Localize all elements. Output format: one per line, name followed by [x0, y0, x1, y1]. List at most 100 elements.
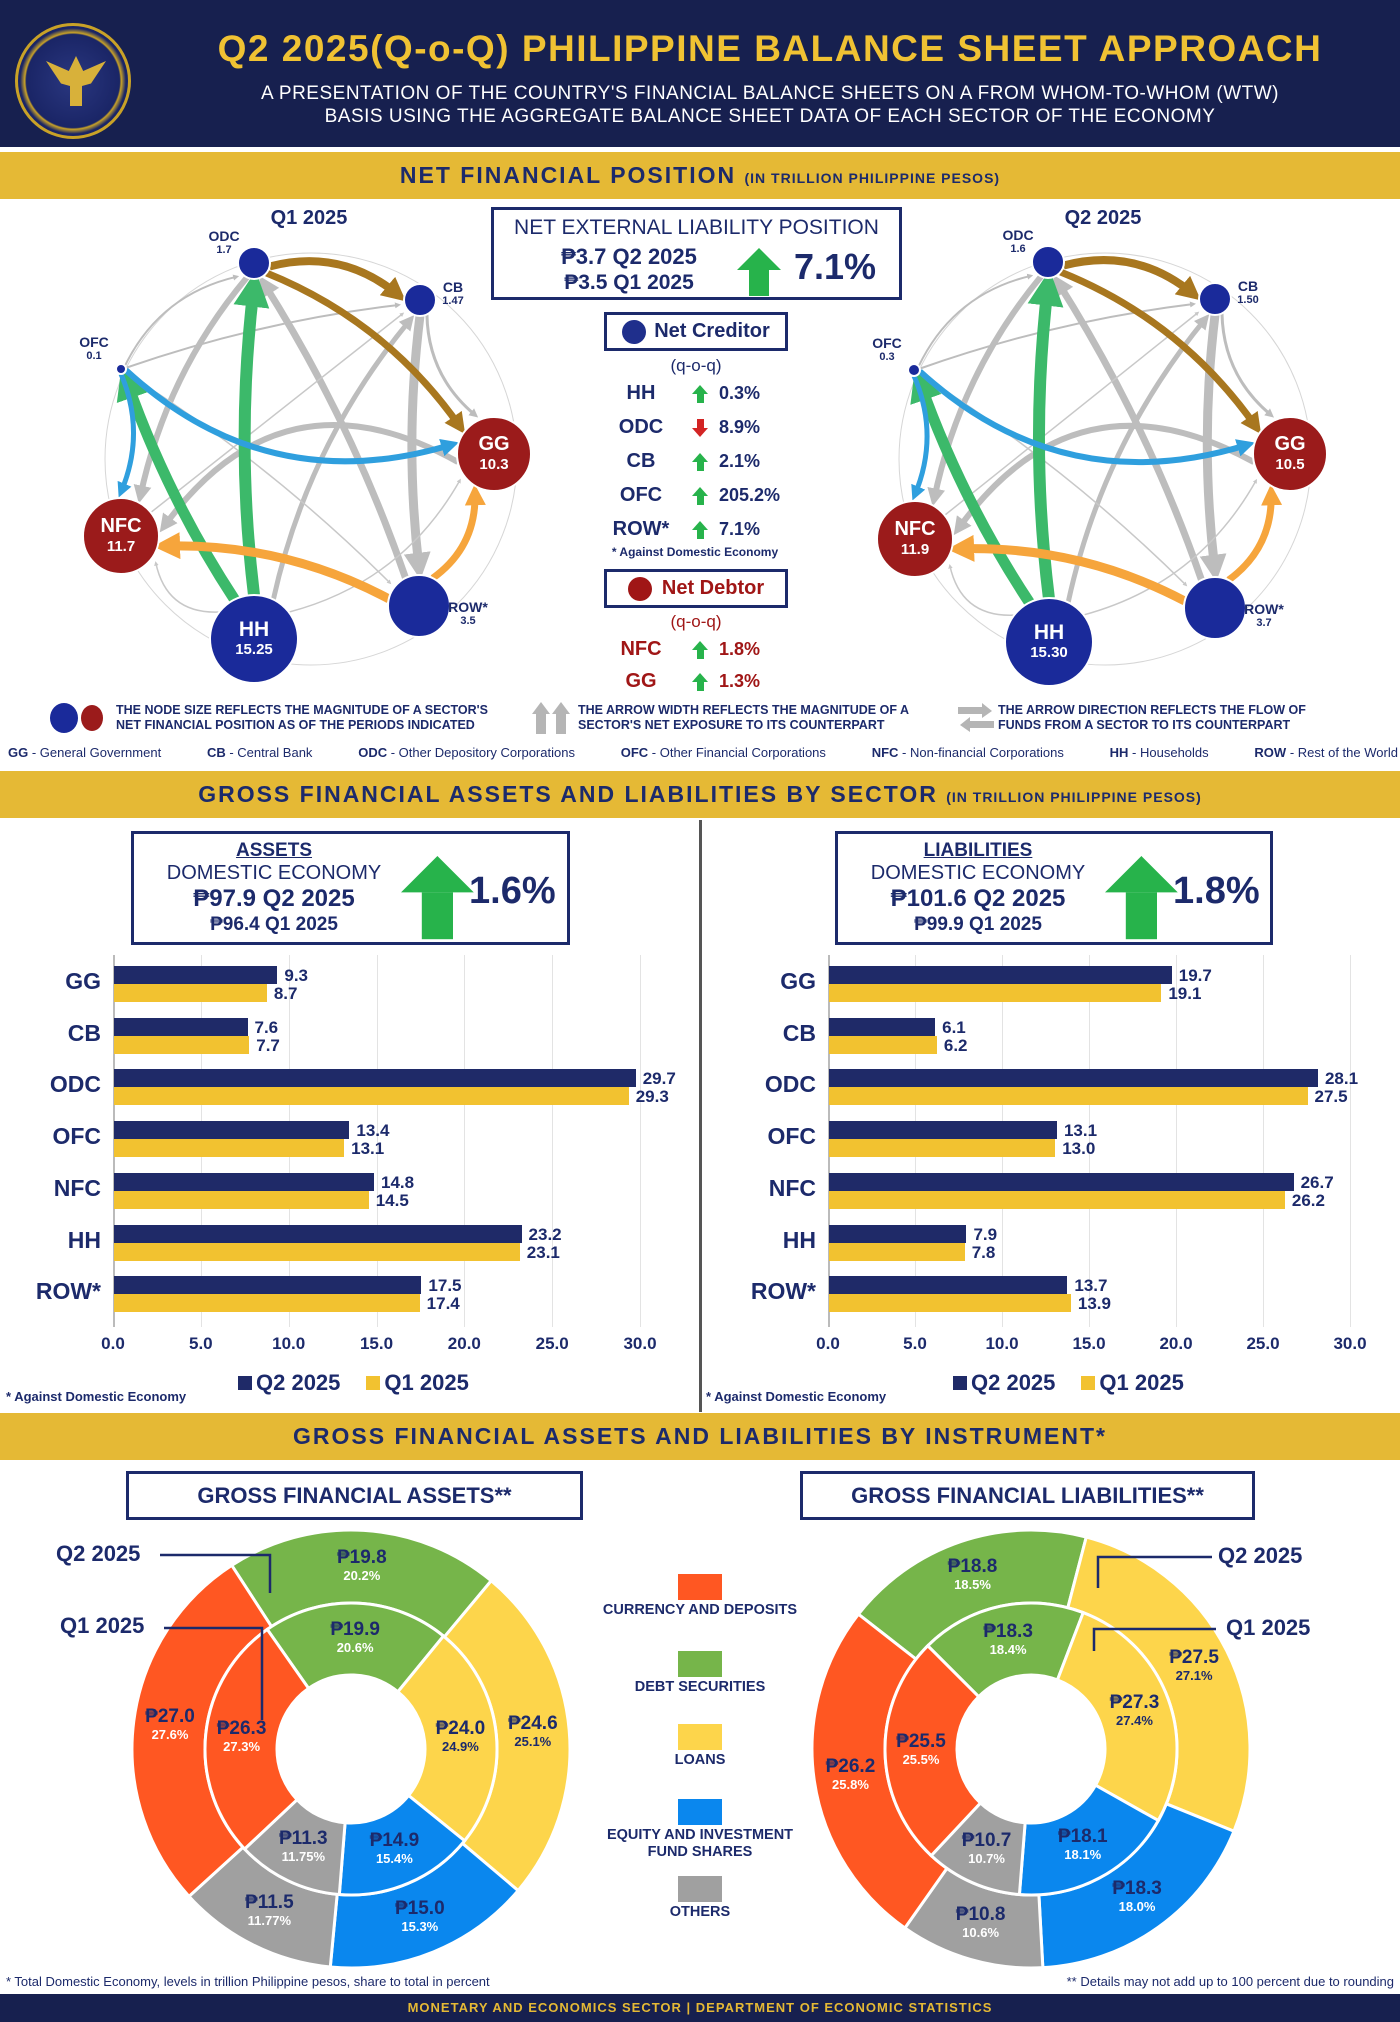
assets-outer-label: ₱27.0 27.6% [125, 1707, 215, 1744]
node-label-ofc: OFC [79, 334, 109, 350]
liabilities-bar-value: 6.1 [942, 1017, 966, 1037]
flow-arrow-cb-to-gg [1220, 313, 1275, 418]
assets-tick-label: 30.0 [623, 1334, 657, 1353]
change-value: 0.3% [719, 383, 761, 403]
liabilities-bar-q1 [829, 1139, 1056, 1158]
node-value-hh: 15.30 [1030, 644, 1068, 661]
node-cb [1198, 282, 1232, 316]
liabilities-bar-value: 13.1 [1063, 1121, 1098, 1141]
node-label-gg: GG [478, 433, 510, 455]
assets-tick-label: 5.0 [189, 1334, 213, 1353]
liabilities-gridline [1089, 955, 1090, 1327]
node-label-odc: ODC [1002, 227, 1034, 243]
assets-q2: ₱97.9 Q2 2025 [193, 885, 355, 912]
sector-label: GG [625, 670, 657, 692]
net-debtor-legend: Net Debtor [604, 569, 788, 608]
creditor-qoq: (q-o-q) [670, 356, 722, 375]
node-value-cb: 1.50 [1237, 294, 1259, 306]
liabilities-q1-callout [1092, 1627, 1216, 1651]
flow-arrow-nfc-to-cb [150, 312, 405, 514]
assets-heading: ASSETS [235, 840, 313, 861]
nel-values: ₱3.7 Q2 2025 ₱3.5 Q1 2025 [514, 244, 744, 296]
liabilities-tick-label: 0.0 [816, 1334, 840, 1353]
liabilities-bar-q1 [829, 1294, 1071, 1313]
liabilities-change: 1.8% [1173, 870, 1260, 912]
slice-share: 18.1% [1064, 1847, 1102, 1863]
flow-arrow-hh-to-gg [288, 478, 461, 613]
liabilities-q2-ring-label: Q2 2025 [1218, 1543, 1303, 1568]
assets-bar-value: 14.8 [380, 1172, 415, 1192]
node-label-gg: GG [1274, 433, 1306, 455]
nel-q1: ₱3.5 Q1 2025 [564, 271, 694, 294]
slice-share: 27.6% [151, 1726, 189, 1742]
assets-tick-label: 15.0 [359, 1334, 394, 1353]
assets-change: 1.6% [469, 870, 556, 912]
flow-arrow-row-to-gg [430, 484, 486, 582]
flow-arrow-row-to-odc [259, 275, 409, 580]
assets-q1: ₱96.4 Q1 2025 [210, 914, 338, 935]
assets-gridline [376, 955, 378, 1327]
liabilities-q1: ₱99.9 Q1 2025 [914, 914, 1042, 935]
flow-arrow-hh-to-nfc [154, 561, 220, 613]
assets-inner-label: ₱14.9 15.4% [349, 1831, 439, 1868]
abbreviation-nfc: NFC - Non-financial Corporations [871, 745, 1064, 760]
liabilities-outer-label: ₱18.8 18.5% [928, 1556, 1018, 1594]
liabilities-bar-value: 28.1 [1324, 1069, 1359, 1089]
header [0, 0, 1400, 147]
assets-category-label: CB [67, 1019, 101, 1046]
liabilities-summary-box: LIABILITIES DOMESTIC ECONOMY ₱101.6 Q2 2… [835, 831, 1273, 945]
page-title: Q2 2025(Q-o-Q) PHILIPPINE BALANCE SHEET … [217, 28, 1323, 69]
liabilities-inner-slice [1017, 1783, 1161, 1897]
flow-arrow-ofc-to-odc [917, 273, 1034, 367]
assets-category-label: OFC [52, 1123, 101, 1150]
assets-q2-ring-label: Q2 2025 [56, 1541, 141, 1566]
liabilities-tick-label: 25.0 [1246, 1334, 1280, 1353]
liabilities-tick-label: 10.0 [985, 1334, 1019, 1353]
liabilities-bar-q1 [829, 1242, 965, 1261]
up-arrow-icon [692, 641, 708, 659]
liabilities-outer-label: ₱18.3 18.0% [1092, 1879, 1182, 1916]
node-gg [1252, 416, 1328, 492]
liabilities-q2: ₱101.6 Q2 2025 [890, 885, 1066, 912]
flow-arrow-odc-to-gg [1059, 268, 1262, 435]
node-label-hh: HH [1033, 621, 1065, 644]
liabilities-inner-label: ₱27.3 27.4% [1089, 1693, 1179, 1730]
slice-share: 27.3% [223, 1738, 261, 1754]
liabilities-q2-callout [1096, 1555, 1212, 1588]
node-size-legend-icon [50, 703, 103, 733]
flow-arrow-cb-to-row [1199, 314, 1227, 582]
node-size-legend: THE NODE SIZE REFLECTS THE MAGNITUDE OF … [116, 703, 488, 732]
change-value: 8.9% [719, 417, 761, 437]
flow-arrow-odc-to-gg [265, 269, 466, 435]
slice-share: 24.9% [441, 1738, 479, 1754]
legend-label: DEBT SECURITIES [634, 1679, 766, 1695]
legend-label: CURRENCY AND DEPOSITS [602, 1602, 798, 1618]
assets-note: * Against Domestic Economy [6, 1389, 187, 1404]
slice-value: ₱18.3 [983, 1621, 1033, 1643]
node-label-cb: CB [442, 279, 464, 295]
liabilities-bar-q2 [829, 1276, 1068, 1295]
legend-label: LOANS [674, 1752, 726, 1768]
slice-share: 18.0% [1118, 1898, 1156, 1914]
assets-inner-label: ₱26.3 27.3% [197, 1719, 287, 1756]
net-creditor-legend: Net Creditor [604, 312, 788, 351]
section-by-instrument-header: GROSS FINANCIAL ASSETS AND LIABILITIES B… [0, 1413, 1400, 1460]
abbreviation-cb: CB - Central Bank [206, 745, 313, 760]
footer: MONETARY AND ECONOMICS SECTOR | DEPARTME… [0, 1994, 1400, 2022]
assets-legend: Q2 2025 Q1 2025 [238, 1370, 469, 1396]
liabilities-outer-label: ₱27.5 27.1% [1149, 1648, 1239, 1685]
slice-value: ₱18.8 [947, 1556, 998, 1578]
flow-arrow-odc-to-cb [268, 257, 406, 302]
assets-bar-value: 13.1 [351, 1139, 385, 1159]
nel-title: NET EXTERNAL LIABILITY POSITION [514, 216, 879, 239]
slice-share: 10.6% [962, 1925, 1000, 1941]
liabilities-bar-q1 [829, 1087, 1308, 1106]
liabilities-heading: LIABILITIES [923, 840, 1033, 861]
assets-bar-q2 [114, 966, 278, 984]
assets-category-label: NFC [53, 1174, 101, 1201]
liabilities-q1-ring-label: Q1 2025 [1226, 1615, 1311, 1640]
liabilities-bar-q1 [829, 984, 1162, 1002]
assets-bar-q1 [114, 1035, 250, 1054]
slice-value: ₱24.0 [435, 1717, 486, 1739]
arrow-width-legend: THE ARROW WIDTH REFLECTS THE MAGNITUDE O… [578, 703, 909, 732]
